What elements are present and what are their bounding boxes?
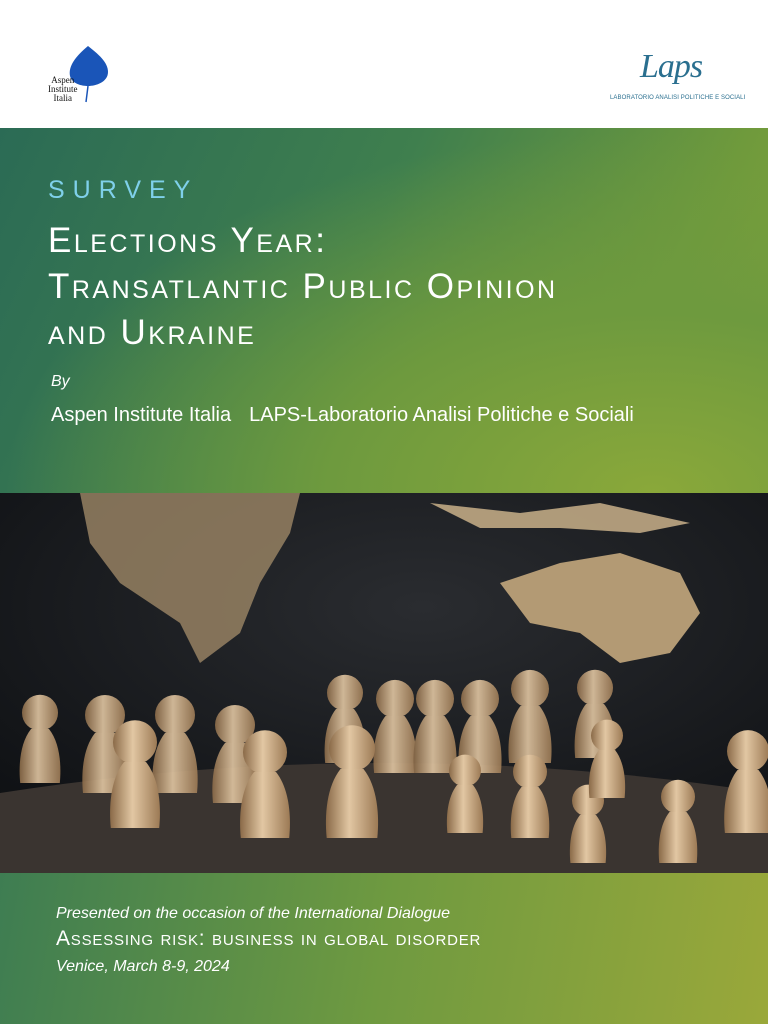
map-land [500, 553, 700, 663]
logo-line: Aspen [51, 75, 75, 85]
laps-caption: LABORATORIO ANALISI POLITICHE E SOCIALI [610, 95, 746, 101]
map-islands [430, 503, 690, 533]
laps-mark: Laps [640, 48, 703, 85]
figure [373, 679, 417, 773]
title: Elections Year: Transatlantic Public Opi… [48, 218, 558, 356]
logo-line: Institute [48, 84, 78, 94]
title-band: SURVEY Elections Year: Transatlantic Pub… [0, 128, 768, 493]
author: LAPS-Laboratorio Analisi Politiche e Soc… [249, 404, 634, 426]
footer-occasion: Presented on the occasion of the Interna… [56, 905, 451, 922]
figure [413, 679, 457, 773]
cover-photo [0, 493, 768, 873]
figure [446, 754, 484, 833]
figure [724, 730, 768, 833]
figure [19, 694, 61, 783]
logo-line: Italia [53, 93, 73, 103]
kicker: SURVEY [48, 176, 199, 204]
aspen-logo-text: Aspen Institute Italia [48, 76, 78, 103]
figure [152, 695, 198, 793]
map-land [80, 493, 300, 663]
authors: Aspen Institute Italia LAPS-Laboratorio A… [51, 404, 634, 427]
title-line: and Ukraine [48, 313, 257, 352]
figure [325, 725, 379, 838]
figure [658, 779, 698, 863]
title-line: Elections Year: [48, 221, 328, 260]
figure [588, 719, 626, 798]
aspen-leaf [69, 46, 108, 103]
author: Aspen Institute Italia [51, 404, 232, 426]
footer-event: Assessing risk: business in global disor… [56, 927, 482, 950]
figure [510, 754, 550, 838]
footer: Presented on the occasion of the Interna… [0, 873, 768, 1024]
figure [508, 669, 552, 763]
header: Aspen Institute Italia Laps LABORATORIO … [0, 0, 768, 128]
by: By [51, 373, 70, 390]
figure [110, 720, 160, 828]
footer-place-date: Venice, March 8-9, 2024 [56, 958, 230, 975]
title-line: Transatlantic Public Opinion [48, 267, 558, 306]
figure [240, 730, 290, 838]
